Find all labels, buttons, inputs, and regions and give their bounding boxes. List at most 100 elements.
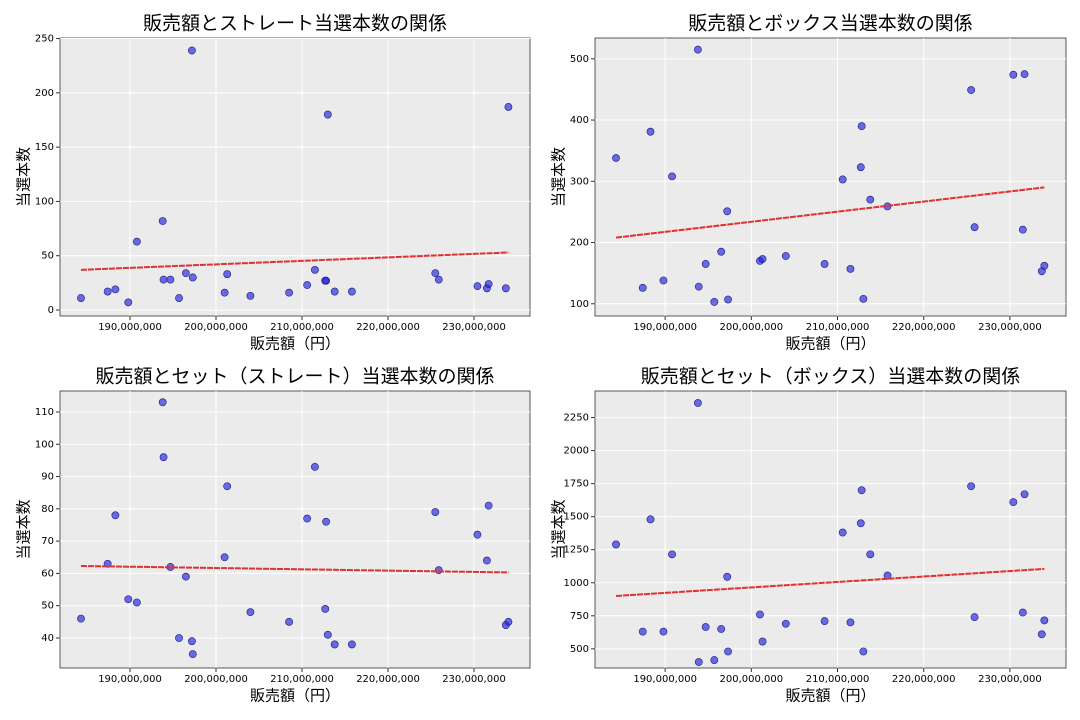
x-tick-label: 210,000,000 (270, 322, 334, 333)
data-point (347, 640, 356, 649)
data-point (859, 647, 868, 656)
y-tick-label: 250 (35, 34, 54, 45)
data-point (1020, 70, 1029, 79)
data-point (132, 237, 141, 246)
y-tick-label: 1500 (564, 512, 589, 523)
x-tick-label: 230,000,000 (978, 322, 1042, 333)
x-tick-label: 220,000,000 (892, 322, 956, 333)
data-point (723, 572, 732, 581)
data-point (285, 617, 294, 626)
data-point (717, 625, 726, 633)
data-point (158, 398, 167, 407)
data-point (303, 281, 312, 289)
y-axis-label: 当選本数 (550, 499, 568, 559)
data-point (246, 292, 255, 300)
data-point (857, 122, 866, 131)
data-point (668, 172, 676, 181)
data-point (111, 511, 120, 520)
y-tick-label: 50 (41, 601, 54, 612)
y-tick-label: 2250 (564, 413, 589, 424)
data-point (646, 127, 655, 136)
y-tick-label: 200 (570, 238, 589, 249)
data-point (431, 269, 440, 278)
data-point (859, 294, 868, 303)
data-point (434, 566, 443, 575)
data-point (77, 294, 85, 302)
data-point (158, 217, 167, 225)
y-tick-label: 100 (35, 196, 54, 207)
data-point (188, 273, 197, 282)
data-point (866, 550, 875, 559)
data-point (694, 282, 703, 291)
data-point (659, 276, 668, 285)
y-tick-label: 100 (35, 439, 54, 450)
data-point (1037, 630, 1046, 639)
x-tick-label: 200,000,000 (720, 674, 784, 685)
y-axis-label: 当選本数 (15, 147, 33, 207)
data-point (1018, 608, 1027, 617)
y-tick-label: 400 (570, 115, 589, 126)
data-point (694, 399, 702, 407)
data-point (846, 264, 855, 273)
data-point (330, 287, 339, 296)
data-point (322, 517, 330, 526)
data-point (159, 275, 168, 284)
chart-title: 販売額とボックス当選本数の関係 (688, 13, 972, 35)
plot-area (59, 37, 531, 317)
x-axis-label: 販売額（円） (785, 687, 875, 705)
plot-area (594, 390, 1067, 669)
data-point (717, 247, 726, 256)
data-point (77, 614, 85, 623)
x-tick-label: 220,000,000 (356, 322, 420, 333)
data-point (638, 283, 647, 292)
x-tick-label: 210,000,000 (806, 322, 870, 333)
data-point (504, 103, 513, 111)
y-tick-label: 80 (41, 504, 54, 515)
data-point (820, 617, 829, 625)
y-tick-label: 50 (41, 251, 54, 262)
data-point (857, 486, 866, 495)
data-point (638, 627, 647, 636)
x-tick-label: 230,000,000 (978, 674, 1042, 685)
y-tick-label: 500 (570, 644, 589, 655)
y-tick-label: 60 (41, 568, 54, 579)
chart-title: 販売額とストレート当選本数の関係 (143, 13, 447, 35)
x-tick-label: 230,000,000 (442, 322, 506, 333)
data-point (484, 280, 493, 288)
data-point (838, 175, 847, 184)
data-point (484, 501, 493, 510)
x-axis-label: 販売額（円） (250, 687, 340, 705)
data-point (103, 287, 112, 296)
y-tick-label: 40 (41, 633, 54, 644)
data-point (223, 270, 232, 279)
data-point (311, 265, 319, 274)
y-tick-label: 1000 (564, 578, 589, 589)
data-point (758, 637, 767, 646)
data-point (188, 637, 196, 646)
y-tick-label: 150 (35, 142, 54, 153)
data-point (285, 288, 294, 297)
data-point (321, 605, 330, 613)
x-tick-label: 190,000,000 (633, 322, 697, 333)
data-point (646, 515, 655, 524)
data-point (434, 275, 443, 284)
data-point (347, 287, 356, 296)
data-point (710, 298, 719, 306)
data-point (838, 528, 847, 537)
data-point (856, 519, 865, 528)
data-point (1009, 70, 1018, 79)
y-tick-label: 100 (570, 299, 589, 310)
data-point (694, 658, 703, 666)
data-point (970, 613, 979, 622)
x-tick-label: 190,000,000 (98, 674, 162, 685)
data-point (883, 571, 892, 580)
y-tick-label: 500 (570, 54, 589, 65)
x-tick-label: 210,000,000 (806, 674, 870, 685)
data-point (1040, 261, 1049, 270)
data-point (1040, 616, 1049, 625)
data-point (501, 284, 510, 293)
data-point (967, 482, 976, 491)
data-point (188, 46, 196, 55)
